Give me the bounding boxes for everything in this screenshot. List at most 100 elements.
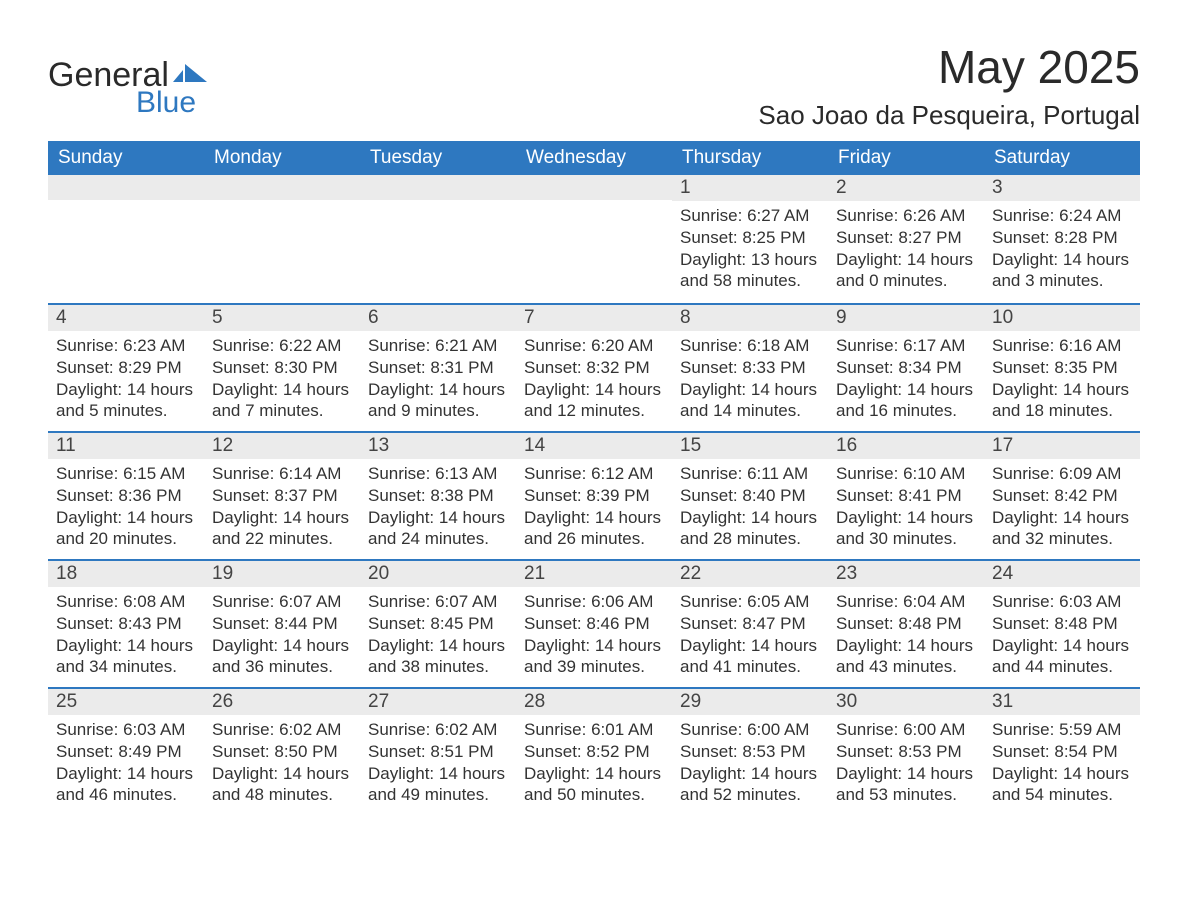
calendar-day-cell: 11Sunrise: 6:15 AMSunset: 8:36 PMDayligh… (48, 431, 204, 559)
calendar-day-cell: 20Sunrise: 6:07 AMSunset: 8:45 PMDayligh… (360, 559, 516, 687)
sunrise-text: Sunrise: 6:11 AM (680, 463, 820, 485)
calendar-week-row: 1Sunrise: 6:27 AMSunset: 8:25 PMDaylight… (48, 175, 1140, 303)
daylight-text-line1: Daylight: 14 hours (992, 507, 1132, 529)
day-number-bar-empty (204, 175, 360, 200)
daylight-text-line2: and 30 minutes. (836, 528, 976, 550)
day-details: Sunrise: 6:03 AMSunset: 8:49 PMDaylight:… (48, 715, 204, 810)
day-details: Sunrise: 6:17 AMSunset: 8:34 PMDaylight:… (828, 331, 984, 426)
day-details: Sunrise: 6:16 AMSunset: 8:35 PMDaylight:… (984, 331, 1140, 426)
sunset-text: Sunset: 8:48 PM (836, 613, 976, 635)
daylight-text-line2: and 26 minutes. (524, 528, 664, 550)
daylight-text-line2: and 18 minutes. (992, 400, 1132, 422)
day-number-bar: 4 (48, 303, 204, 331)
daylight-text-line2: and 9 minutes. (368, 400, 508, 422)
daylight-text-line1: Daylight: 14 hours (680, 379, 820, 401)
day-number-bar: 8 (672, 303, 828, 331)
daylight-text-line1: Daylight: 14 hours (836, 379, 976, 401)
day-number-bar: 2 (828, 175, 984, 201)
day-details: Sunrise: 6:10 AMSunset: 8:41 PMDaylight:… (828, 459, 984, 554)
calendar-day-cell: 3Sunrise: 6:24 AMSunset: 8:28 PMDaylight… (984, 175, 1140, 303)
day-details: Sunrise: 6:06 AMSunset: 8:46 PMDaylight:… (516, 587, 672, 682)
daylight-text-line1: Daylight: 14 hours (56, 379, 196, 401)
sunset-text: Sunset: 8:47 PM (680, 613, 820, 635)
sunrise-text: Sunrise: 6:21 AM (368, 335, 508, 357)
day-details: Sunrise: 6:21 AMSunset: 8:31 PMDaylight:… (360, 331, 516, 426)
sunset-text: Sunset: 8:27 PM (836, 227, 976, 249)
sunset-text: Sunset: 8:31 PM (368, 357, 508, 379)
day-details: Sunrise: 6:20 AMSunset: 8:32 PMDaylight:… (516, 331, 672, 426)
daylight-text-line2: and 44 minutes. (992, 656, 1132, 678)
weekday-header: Wednesday (516, 141, 672, 175)
day-number-bar: 17 (984, 431, 1140, 459)
day-details: Sunrise: 6:02 AMSunset: 8:51 PMDaylight:… (360, 715, 516, 810)
day-number-bar: 3 (984, 175, 1140, 201)
day-details: Sunrise: 6:02 AMSunset: 8:50 PMDaylight:… (204, 715, 360, 810)
sunrise-text: Sunrise: 6:04 AM (836, 591, 976, 613)
daylight-text-line2: and 7 minutes. (212, 400, 352, 422)
daylight-text-line1: Daylight: 14 hours (212, 635, 352, 657)
calendar-day-cell: 10Sunrise: 6:16 AMSunset: 8:35 PMDayligh… (984, 303, 1140, 431)
day-number-bar: 21 (516, 559, 672, 587)
calendar-day-cell (516, 175, 672, 303)
day-details: Sunrise: 6:26 AMSunset: 8:27 PMDaylight:… (828, 201, 984, 296)
daylight-text-line1: Daylight: 14 hours (524, 635, 664, 657)
sunset-text: Sunset: 8:44 PM (212, 613, 352, 635)
daylight-text-line1: Daylight: 14 hours (680, 763, 820, 785)
sunset-text: Sunset: 8:38 PM (368, 485, 508, 507)
weekday-header: Tuesday (360, 141, 516, 175)
daylight-text-line2: and 20 minutes. (56, 528, 196, 550)
day-number-bar-empty (516, 175, 672, 200)
day-number-bar: 18 (48, 559, 204, 587)
day-number-bar: 25 (48, 687, 204, 715)
sunset-text: Sunset: 8:43 PM (56, 613, 196, 635)
day-number-bar: 24 (984, 559, 1140, 587)
calendar-day-cell (360, 175, 516, 303)
calendar-day-cell: 18Sunrise: 6:08 AMSunset: 8:43 PMDayligh… (48, 559, 204, 687)
calendar-week-row: 11Sunrise: 6:15 AMSunset: 8:36 PMDayligh… (48, 431, 1140, 559)
daylight-text-line2: and 5 minutes. (56, 400, 196, 422)
sunrise-text: Sunrise: 6:02 AM (212, 719, 352, 741)
sunset-text: Sunset: 8:42 PM (992, 485, 1132, 507)
calendar-week-row: 18Sunrise: 6:08 AMSunset: 8:43 PMDayligh… (48, 559, 1140, 687)
sunset-text: Sunset: 8:28 PM (992, 227, 1132, 249)
daylight-text-line1: Daylight: 14 hours (56, 763, 196, 785)
calendar-day-cell: 2Sunrise: 6:26 AMSunset: 8:27 PMDaylight… (828, 175, 984, 303)
calendar-day-cell: 16Sunrise: 6:10 AMSunset: 8:41 PMDayligh… (828, 431, 984, 559)
daylight-text-line2: and 12 minutes. (524, 400, 664, 422)
sunrise-text: Sunrise: 6:10 AM (836, 463, 976, 485)
daylight-text-line2: and 46 minutes. (56, 784, 196, 806)
sunrise-text: Sunrise: 6:16 AM (992, 335, 1132, 357)
calendar-day-cell (48, 175, 204, 303)
daylight-text-line1: Daylight: 14 hours (368, 763, 508, 785)
sunrise-text: Sunrise: 6:18 AM (680, 335, 820, 357)
day-number-bar: 5 (204, 303, 360, 331)
sunset-text: Sunset: 8:37 PM (212, 485, 352, 507)
day-number-bar: 14 (516, 431, 672, 459)
sunset-text: Sunset: 8:45 PM (368, 613, 508, 635)
sunset-text: Sunset: 8:40 PM (680, 485, 820, 507)
weekday-header: Saturday (984, 141, 1140, 175)
calendar-day-cell: 9Sunrise: 6:17 AMSunset: 8:34 PMDaylight… (828, 303, 984, 431)
daylight-text-line1: Daylight: 14 hours (524, 507, 664, 529)
sunrise-text: Sunrise: 6:12 AM (524, 463, 664, 485)
sunrise-text: Sunrise: 6:06 AM (524, 591, 664, 613)
calendar-day-cell: 12Sunrise: 6:14 AMSunset: 8:37 PMDayligh… (204, 431, 360, 559)
sunset-text: Sunset: 8:54 PM (992, 741, 1132, 763)
calendar-day-cell: 30Sunrise: 6:00 AMSunset: 8:53 PMDayligh… (828, 687, 984, 815)
sunset-text: Sunset: 8:29 PM (56, 357, 196, 379)
sunrise-text: Sunrise: 6:00 AM (680, 719, 820, 741)
daylight-text-line2: and 50 minutes. (524, 784, 664, 806)
day-number-bar: 30 (828, 687, 984, 715)
calendar-week-row: 4Sunrise: 6:23 AMSunset: 8:29 PMDaylight… (48, 303, 1140, 431)
day-number-bar: 29 (672, 687, 828, 715)
day-number-bar: 1 (672, 175, 828, 201)
day-number-bar: 16 (828, 431, 984, 459)
sunset-text: Sunset: 8:36 PM (56, 485, 196, 507)
sunset-text: Sunset: 8:50 PM (212, 741, 352, 763)
daylight-text-line1: Daylight: 14 hours (56, 635, 196, 657)
weekday-header: Monday (204, 141, 360, 175)
weekday-header: Sunday (48, 141, 204, 175)
weekday-header: Friday (828, 141, 984, 175)
sunset-text: Sunset: 8:25 PM (680, 227, 820, 249)
sunrise-text: Sunrise: 6:23 AM (56, 335, 196, 357)
